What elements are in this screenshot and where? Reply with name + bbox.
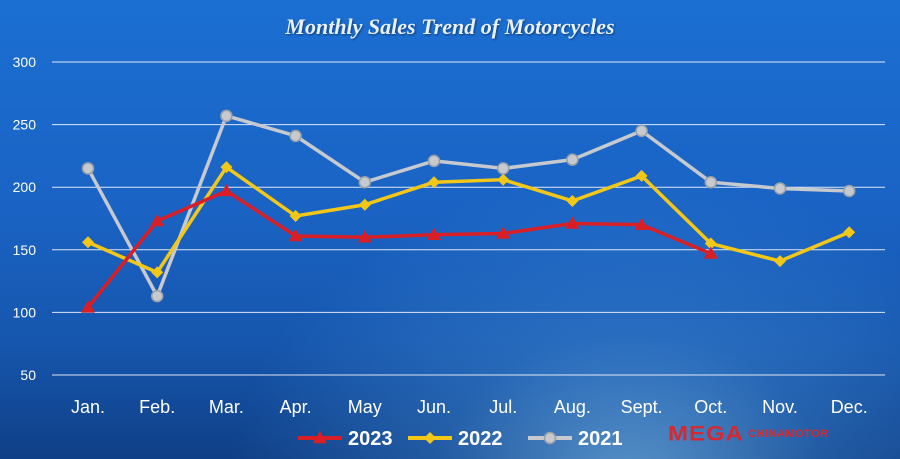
- data-point-2021: [635, 124, 648, 138]
- x-tick-label: May: [348, 397, 382, 417]
- data-point-2021: [427, 154, 441, 168]
- data-point-2021: [566, 153, 579, 166]
- x-tick-label: Sept.: [621, 397, 663, 417]
- legend-marker-2022: [424, 432, 436, 444]
- data-point-2023: [565, 216, 580, 229]
- data-point-2022: [358, 198, 371, 211]
- y-tick-label: 150: [13, 242, 37, 258]
- data-point-2022: [566, 194, 579, 207]
- y-tick-label: 250: [13, 117, 37, 133]
- legend-label-2023: 2023: [348, 428, 393, 450]
- legend-marker-2023: [313, 431, 327, 444]
- y-tick-label: 100: [13, 304, 37, 320]
- data-point-2023: [634, 217, 649, 231]
- legend-marker-2021: [543, 431, 557, 445]
- series-line-2021: [86, 114, 851, 298]
- data-point-2023: [427, 227, 441, 241]
- data-point-2021: [220, 109, 233, 123]
- data-point-2023: [288, 229, 303, 242]
- data-point-2021: [358, 175, 372, 189]
- data-point-2022: [843, 226, 856, 239]
- data-point-2022: [704, 237, 717, 250]
- x-tick-label: Jun.: [417, 397, 451, 417]
- data-point-2023: [357, 230, 372, 243]
- data-point-2022: [635, 169, 648, 182]
- data-point-2023: [81, 300, 95, 313]
- data-point-2023: [150, 214, 165, 227]
- data-point-2021: [704, 175, 718, 189]
- x-tick-label: Aug.: [554, 397, 591, 417]
- chart-title: Monthly Sales Trend of Motorcycles: [285, 14, 615, 39]
- series-line-2023: [86, 189, 713, 310]
- x-tick-label: Dec.: [831, 397, 868, 417]
- brand-name: MEGA: [668, 421, 744, 446]
- data-point-2022: [497, 173, 510, 186]
- x-tick-label: Jul.: [489, 397, 517, 417]
- x-tick-label: Feb.: [139, 397, 175, 417]
- data-point-2021: [289, 129, 302, 143]
- data-point-2023: [219, 183, 234, 197]
- x-tick-label: Nov.: [762, 397, 798, 417]
- legend-label-2021: 2021: [578, 428, 623, 450]
- data-point-2021: [842, 184, 856, 198]
- data-point-2022: [774, 255, 786, 268]
- brand-subtitle: CHINAMOTOR: [748, 428, 829, 440]
- y-tick-label: 50: [20, 367, 36, 383]
- x-tick-label: Mar.: [209, 397, 244, 417]
- data-point-2021: [773, 182, 787, 195]
- data-point-2022: [428, 176, 440, 189]
- data-point-2022: [289, 209, 302, 222]
- data-point-2021: [496, 162, 510, 175]
- x-tick-label: Apr.: [280, 397, 312, 417]
- y-tick-label: 200: [13, 179, 37, 195]
- legend-label-2022: 2022: [458, 428, 503, 450]
- series-line-2022: [86, 165, 851, 275]
- x-tick-label: Jan.: [71, 397, 105, 417]
- data-point-2021: [81, 162, 95, 175]
- data-point-2021: [150, 289, 164, 303]
- data-point-2022: [82, 236, 94, 249]
- y-tick-label: 300: [13, 54, 37, 70]
- brand-logo: MEGA CHINAMOTOR: [668, 420, 829, 448]
- data-point-2023: [496, 226, 511, 239]
- data-point-2022: [220, 161, 233, 174]
- x-tick-label: Oct.: [694, 397, 727, 417]
- data-point-2023: [703, 246, 718, 259]
- data-point-2022: [151, 266, 164, 279]
